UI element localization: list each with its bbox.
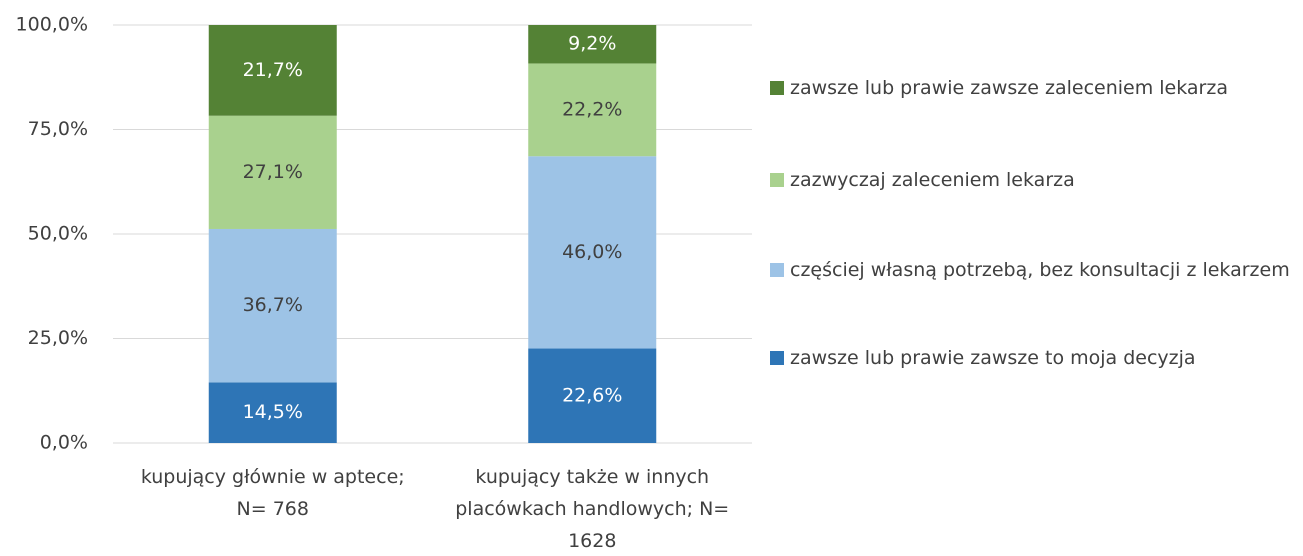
bar-segment — [528, 63, 657, 157]
data-label: 36,7% — [243, 294, 303, 316]
data-label: 22,6% — [562, 384, 622, 406]
legend-label: częściej własną potrzebą, bez konsultacj… — [790, 259, 1290, 281]
data-label: 9,2% — [568, 33, 616, 55]
legend-item: zawsze lub prawie zawsze to moja decyzja — [770, 342, 1300, 374]
legend-item: częściej własną potrzebą, bez konsultacj… — [770, 254, 1300, 286]
legend-swatch — [770, 263, 784, 277]
legend-label: zawsze lub prawie zawsze to moja decyzja — [790, 347, 1196, 369]
bar-segment — [208, 382, 337, 443]
legend-label: zawsze lub prawie zawsze zaleceniem leka… — [790, 77, 1228, 99]
x-tick-label: kupujący głównie w aptece; N= 768 — [140, 466, 405, 520]
legend-swatch — [770, 351, 784, 365]
bar-segment — [208, 115, 337, 229]
data-label: 22,2% — [562, 98, 622, 120]
y-tick-label: 100,0% — [16, 14, 88, 36]
data-label: 21,7% — [243, 59, 303, 81]
bar-segment — [528, 156, 657, 349]
y-tick-label: 50,0% — [28, 223, 88, 245]
data-label: 14,5% — [243, 401, 303, 423]
data-label: 46,0% — [562, 241, 622, 263]
y-tick-label: 0,0% — [40, 432, 88, 454]
legend-item: zazwyczaj zaleceniem lekarza — [770, 164, 1300, 196]
legend-item: zawsze lub prawie zawsze zaleceniem leka… — [770, 72, 1300, 104]
data-label: 27,1% — [243, 161, 303, 183]
legend-label: zazwyczaj zaleceniem lekarza — [790, 169, 1075, 191]
y-tick-label: 25,0% — [28, 327, 88, 349]
legend-swatch — [770, 173, 784, 187]
legend-swatch — [770, 81, 784, 95]
x-tick-label: kupujący także w innych placówkach handl… — [455, 466, 730, 552]
bar-segment — [528, 348, 657, 443]
bar-segment — [528, 25, 657, 64]
y-tick-label: 75,0% — [28, 118, 88, 140]
bar-segment — [208, 25, 337, 116]
bar-segment — [208, 228, 337, 383]
